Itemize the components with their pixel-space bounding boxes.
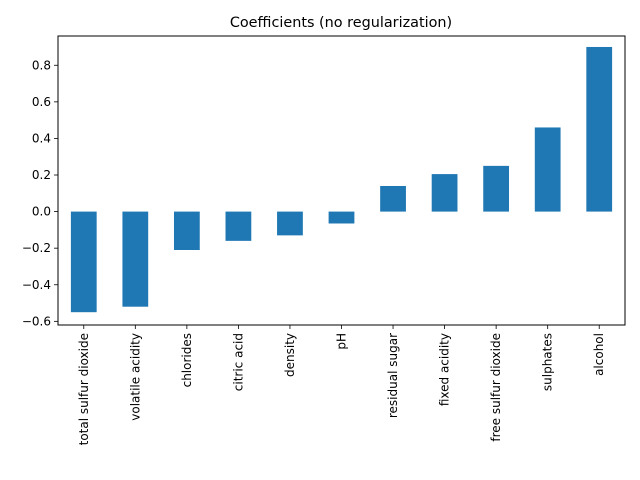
x-tick-label-6: residual sugar <box>386 333 400 418</box>
chart-title: Coefficients (no regularization) <box>230 15 452 31</box>
x-tick-label-1: volatile acidity <box>128 333 142 421</box>
bar-5 <box>328 211 355 224</box>
x-tick-label-4: density <box>283 333 297 377</box>
x-tick-label-10: alcohol <box>592 333 606 376</box>
x-tick-label-3: citric acid <box>231 333 245 391</box>
bar-7 <box>431 174 458 212</box>
y-tick-label-0: −0.6 <box>22 314 51 328</box>
x-axis: total sulfur dioxide volatile acidity chlo… <box>77 325 606 445</box>
x-tick-label-0: total sulfur dioxide <box>77 333 91 445</box>
plot-frame <box>57 35 626 326</box>
x-tick-label-8: free sulfur dioxide <box>489 333 503 442</box>
y-tick-label-2: −0.2 <box>22 241 51 255</box>
y-tick-label-7: 0.8 <box>32 58 51 72</box>
bar-1 <box>122 211 149 307</box>
bar-0 <box>70 211 97 313</box>
bar-10 <box>586 46 613 212</box>
y-tick-label-5: 0.4 <box>32 131 51 145</box>
bar-6 <box>380 185 406 212</box>
bars-group <box>70 46 613 313</box>
bar-3 <box>225 211 252 241</box>
bar-8 <box>483 165 510 212</box>
y-tick-label-1: −0.4 <box>22 278 51 292</box>
x-tick-label-5: pH <box>335 333 349 350</box>
bar-4 <box>277 211 303 236</box>
y-axis: −0.6 −0.4 −0.2 0.0 0.2 0.4 0.6 0.8 <box>22 58 58 328</box>
y-tick-label-6: 0.6 <box>32 95 51 109</box>
bar-9 <box>534 127 561 212</box>
x-tick-label-9: sulphates <box>541 333 555 391</box>
x-tick-label-7: fixed acidity <box>438 333 452 406</box>
y-tick-label-4: 0.2 <box>32 168 51 182</box>
y-tick-label-3: 0.0 <box>32 205 51 219</box>
bar-2 <box>173 211 200 250</box>
x-tick-label-2: chlorides <box>180 333 194 387</box>
